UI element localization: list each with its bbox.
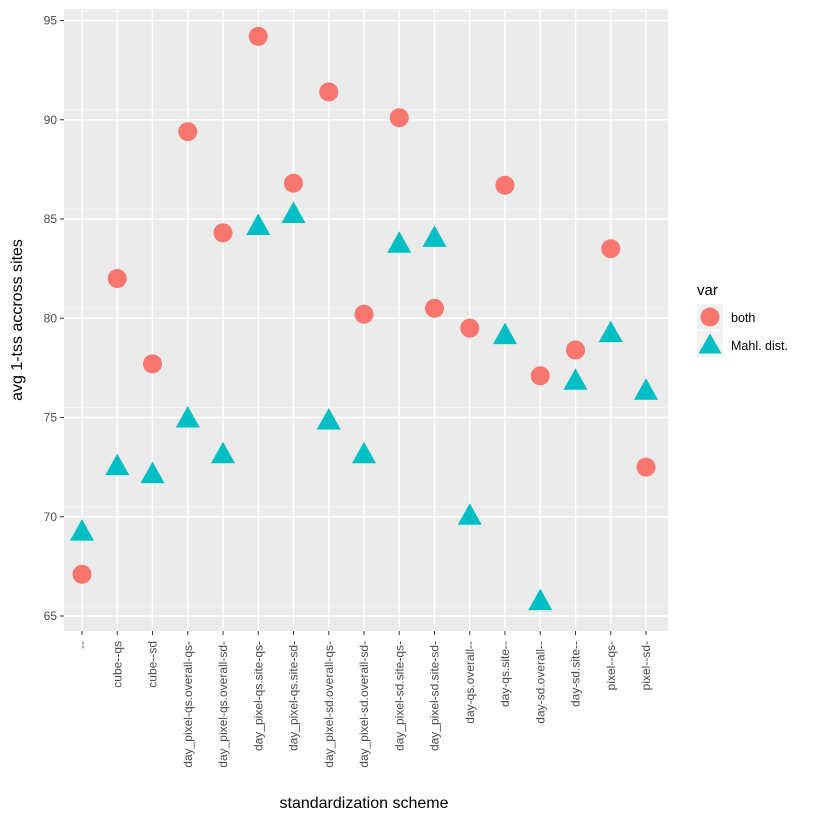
x-tick-label: day-qs.overall-- bbox=[463, 641, 477, 724]
x-tick-labels: -- cube--qs cube--sd day_pixel-qs.overall-q… bbox=[75, 641, 653, 768]
point-both bbox=[495, 175, 515, 195]
point-mahl-dist bbox=[105, 453, 130, 476]
point-mahl-dist bbox=[563, 368, 588, 390]
y-tick-label: 85 bbox=[44, 212, 58, 226]
y-tick-label: 70 bbox=[44, 510, 58, 524]
x-tick-label: cube--qs bbox=[110, 641, 124, 688]
point-mahl-dist bbox=[598, 320, 623, 343]
legend-label-both: both bbox=[731, 311, 755, 325]
point-both bbox=[178, 122, 198, 142]
point-mahl-dist bbox=[387, 231, 412, 253]
point-both bbox=[107, 269, 127, 289]
point-mahl-dist bbox=[528, 588, 553, 611]
point-mahl-dist bbox=[175, 405, 200, 428]
point-mahl-dist bbox=[316, 407, 341, 430]
point-mahl-dist bbox=[70, 519, 94, 541]
legend: var both Mahl. dist. bbox=[697, 282, 788, 357]
point-both bbox=[213, 223, 233, 243]
x-tick-label: day_pixel-sd.overall-sd- bbox=[357, 641, 371, 768]
x-tick-label: pixel--qs- bbox=[604, 641, 618, 690]
x-tick-label: day_pixel-qs.site-qs- bbox=[251, 641, 265, 751]
point-both bbox=[143, 354, 162, 374]
legend-key-both bbox=[700, 307, 720, 327]
y-tick-label: 90 bbox=[44, 113, 58, 127]
point-both bbox=[248, 26, 268, 46]
point-both bbox=[354, 304, 374, 324]
x-tick-label: -- bbox=[75, 641, 89, 649]
x-tick-label: pixel--sd- bbox=[639, 641, 653, 690]
point-mahl-dist bbox=[352, 441, 376, 464]
point-mahl-dist bbox=[281, 201, 306, 224]
point-mahl-dist bbox=[422, 225, 447, 247]
y-tick-label: 80 bbox=[44, 311, 58, 325]
data-points bbox=[70, 26, 658, 611]
point-mahl-dist bbox=[634, 378, 658, 400]
point-both bbox=[636, 457, 656, 477]
legend-title: var bbox=[697, 282, 718, 299]
y-tick-label: 95 bbox=[44, 14, 58, 28]
x-tick-label: day_pixel-qs.overall-qs- bbox=[181, 641, 195, 768]
legend-label-mahl-dist: Mahl. dist. bbox=[731, 339, 788, 353]
x-tick-label: day_pixel-sd.overall-qs- bbox=[322, 641, 336, 768]
point-mahl-dist bbox=[211, 441, 235, 464]
point-both bbox=[389, 108, 409, 128]
x-tick-label: day_pixel-qs.overall-sd- bbox=[216, 641, 230, 768]
point-mahl-dist bbox=[457, 503, 482, 525]
y-tick-label: 65 bbox=[44, 609, 58, 623]
x-tick-label: cube--sd bbox=[146, 641, 160, 688]
y-tick-label: 75 bbox=[44, 411, 58, 425]
point-mahl-dist bbox=[140, 461, 165, 484]
x-tick-label: day_pixel-qs.site-sd- bbox=[287, 641, 301, 751]
point-both bbox=[425, 298, 444, 318]
point-both bbox=[284, 173, 303, 193]
point-both bbox=[566, 340, 585, 360]
x-axis-title: standardization scheme bbox=[280, 795, 449, 812]
point-both bbox=[601, 239, 621, 259]
point-both bbox=[319, 82, 339, 102]
x-tick-label: day-sd.site-- bbox=[569, 641, 583, 707]
x-tick-label: day-qs.site-- bbox=[498, 641, 512, 707]
point-both bbox=[460, 318, 480, 338]
point-mahl-dist bbox=[493, 322, 517, 345]
y-axis-title: avg 1-tss accross sites bbox=[9, 239, 26, 401]
x-tick-label: day_pixel-sd.site-qs- bbox=[392, 641, 406, 751]
point-both bbox=[530, 366, 550, 386]
y-tick-labels: 65 70 75 80 85 90 95 bbox=[44, 14, 58, 624]
x-tick-label: day-sd.overall-- bbox=[533, 641, 547, 724]
axis-ticks bbox=[60, 20, 647, 635]
point-mahl-dist bbox=[246, 213, 271, 235]
legend-key-mahl-dist bbox=[698, 333, 722, 354]
point-both bbox=[72, 564, 92, 584]
x-tick-label: day_pixel-sd.site-sd- bbox=[428, 641, 442, 751]
